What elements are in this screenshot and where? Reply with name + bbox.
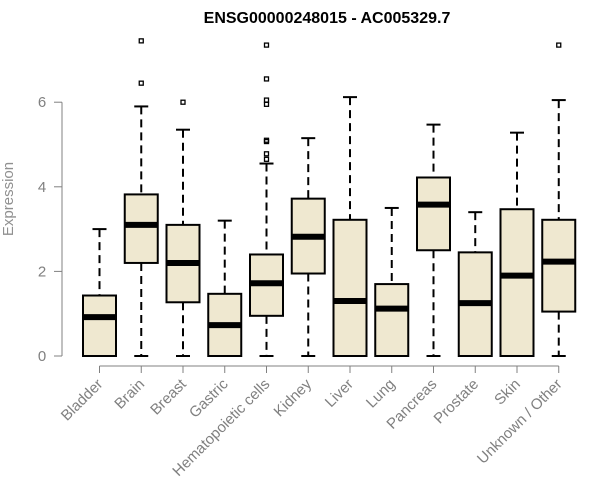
- iqr-box: [374, 283, 410, 357]
- outlier-point: [263, 156, 270, 162]
- box-group: [123, 38, 159, 357]
- box-group: [249, 42, 284, 357]
- box-group: [457, 211, 493, 358]
- iqr-box: [123, 193, 159, 264]
- outlier-point: [138, 38, 144, 44]
- x-tick-label: Bladder: [58, 376, 107, 425]
- y-tick-label: 4: [38, 179, 46, 196]
- box-group: [374, 206, 410, 357]
- x-tick-label: Lung: [363, 376, 399, 412]
- outlier-point: [180, 99, 186, 105]
- y-axis: 0 2 4 6: [38, 94, 63, 365]
- y-tick-label: 2: [38, 263, 46, 280]
- iqr-box: [541, 218, 577, 313]
- box-group: [207, 219, 243, 357]
- outlier-point: [263, 151, 270, 157]
- box-group: [165, 99, 201, 357]
- iqr-box: [416, 176, 451, 252]
- box-group: [332, 96, 368, 357]
- outlier-point: [263, 97, 270, 103]
- outlier-point: [556, 42, 562, 48]
- outlier-point: [263, 76, 270, 82]
- box-group: [541, 42, 577, 357]
- y-axis-label: Expression: [0, 162, 17, 236]
- chart-title: ENSG00000248015 - AC005329.7: [204, 10, 451, 27]
- iqr-box: [332, 218, 368, 357]
- box-group: [290, 137, 326, 357]
- y-tick-label: 6: [38, 94, 46, 111]
- box-group: [499, 131, 535, 357]
- box-group: [416, 123, 451, 357]
- y-tick-label: 0: [38, 348, 46, 365]
- box-group: [82, 228, 117, 357]
- x-tick-label: Skin: [491, 376, 524, 409]
- x-tick-label: Kidney: [271, 375, 316, 420]
- outlier-point: [263, 42, 270, 48]
- iqr-box: [499, 208, 535, 357]
- outlier-point: [263, 101, 270, 107]
- iqr-box: [82, 294, 117, 357]
- plot-area: [82, 38, 577, 358]
- outlier-point: [138, 80, 144, 86]
- x-tick-label: Prostate: [431, 376, 483, 428]
- x-tick-label: Liver: [322, 376, 357, 411]
- outlier-point: [263, 137, 270, 143]
- x-tick-label: Breast: [147, 375, 190, 418]
- x-tick-label: Brain: [111, 376, 148, 413]
